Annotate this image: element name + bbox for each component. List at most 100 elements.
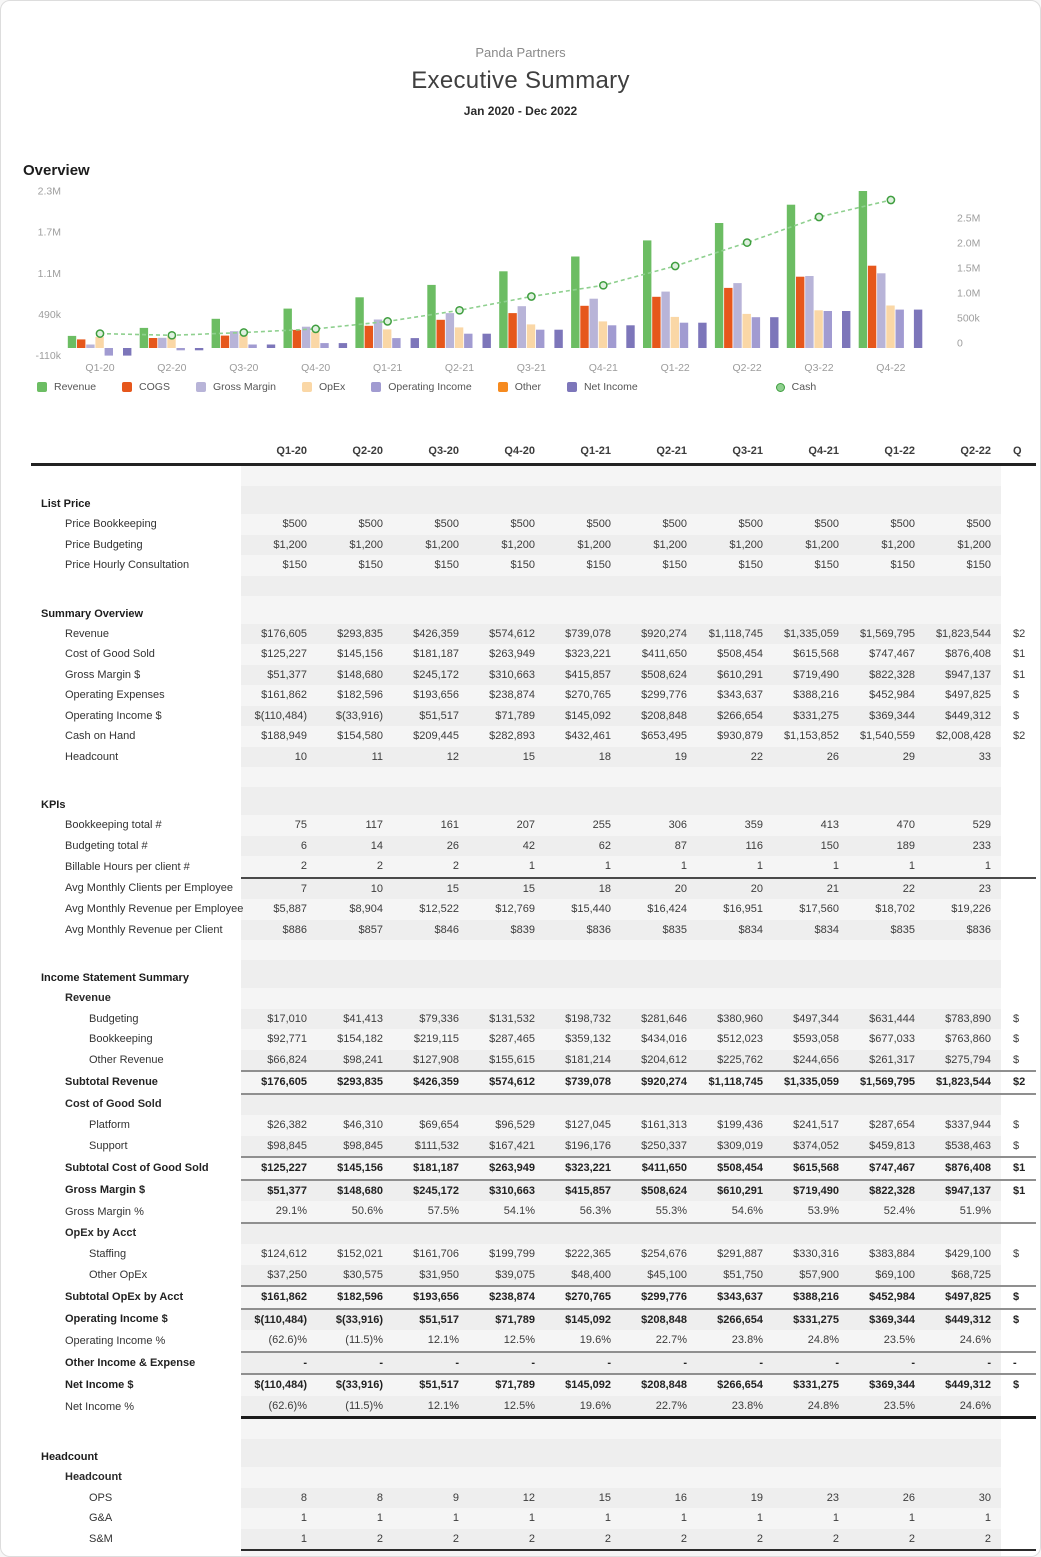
cell: $1,569,795 <box>849 623 925 644</box>
cell <box>545 575 621 596</box>
cell: $331,275 <box>773 705 849 726</box>
cell: $369,344 <box>849 705 925 726</box>
bar-gross-margin <box>445 313 455 348</box>
cell: 306 <box>621 815 697 836</box>
bar-gross-margin <box>86 344 95 348</box>
cell: $337,944 <box>925 1115 1001 1136</box>
cell: $1,335,059 <box>773 623 849 644</box>
bar-cogs <box>364 325 373 348</box>
cell <box>697 575 773 596</box>
cell: $244,656 <box>773 1049 849 1071</box>
cell: $835 <box>621 919 697 940</box>
column-header: Q2-21 <box>621 431 697 466</box>
row-label: Operating Income $ <box>65 709 162 722</box>
cell-partial <box>1001 534 1036 555</box>
table-row: Price Bookkeeping $500 $500 $500 $500 $500 $50… <box>31 514 1036 535</box>
cell: $181,187 <box>393 1156 469 1181</box>
cell: 18 <box>545 746 621 767</box>
cell: - <box>697 1351 773 1375</box>
axis-label: -110k <box>36 350 62 362</box>
cell: $323,221 <box>545 644 621 665</box>
cell <box>925 464 1001 486</box>
row-label: Cash on Hand <box>65 730 136 743</box>
axis-label: 2.5M <box>957 213 980 225</box>
cell: $19,226 <box>925 899 1001 920</box>
cell-partial <box>1001 1201 1036 1224</box>
bar-operating-income <box>248 344 257 348</box>
section-title-row: Summary Overview <box>31 595 1036 624</box>
cell <box>545 595 621 624</box>
cell: - <box>621 1351 697 1375</box>
cell: $293,835 <box>317 623 393 644</box>
cell: (11.5)% <box>317 1395 393 1419</box>
cell <box>621 575 697 596</box>
bar-opex <box>670 316 679 348</box>
cell <box>317 1467 393 1488</box>
table-row: Revenue <box>31 988 1036 1009</box>
cell <box>545 1439 621 1467</box>
bar-opex <box>239 334 248 348</box>
cell: $266,654 <box>697 705 773 726</box>
cell: 1 <box>241 1528 317 1550</box>
cell: 2 <box>697 1528 773 1550</box>
legend-label: COGS <box>139 381 170 393</box>
cell: 19.6% <box>545 1330 621 1353</box>
cell <box>393 1093 469 1115</box>
cell: $834 <box>773 919 849 940</box>
cell: 52.4% <box>849 1201 925 1224</box>
cell: 2 <box>241 856 317 879</box>
legend-item-cash: Cash <box>775 381 816 393</box>
cell: 1 <box>545 856 621 879</box>
cell: 359 <box>697 815 773 836</box>
cell-partial <box>1001 767 1036 787</box>
cell-partial <box>1001 1264 1036 1286</box>
cell: 2 <box>621 1528 697 1550</box>
cell: $254,676 <box>621 1244 697 1265</box>
legend-item-gross-margin: Gross Margin <box>195 381 276 393</box>
bar-opex <box>598 321 608 348</box>
cell: 2 <box>925 1528 1001 1550</box>
cell-partial: - <box>1001 1351 1036 1375</box>
cell: $426,359 <box>393 1070 469 1095</box>
cash-marker <box>598 280 608 290</box>
legend-item-other: Other <box>497 381 541 393</box>
bar-operating-income <box>392 338 401 348</box>
row-label: Support <box>89 1140 128 1153</box>
row-label: Subtotal OpEx by Acct <box>65 1291 184 1304</box>
cell: $17,560 <box>773 899 849 920</box>
cell: $835 <box>849 919 925 940</box>
row-label: Operating Expenses <box>65 689 165 702</box>
cell: $1,200 <box>925 534 1001 555</box>
cell: $98,845 <box>241 1135 317 1157</box>
cell: $615,568 <box>773 1156 849 1181</box>
cell: $380,960 <box>697 1008 773 1029</box>
cell: $497,825 <box>925 685 1001 706</box>
cell: 1 <box>545 1508 621 1529</box>
cell <box>469 1439 545 1467</box>
cell <box>773 1093 849 1115</box>
cell: 2 <box>393 856 469 879</box>
row-label: Net Income $ <box>65 1378 134 1391</box>
cell: $1,823,544 <box>925 623 1001 644</box>
cell <box>545 960 621 988</box>
cell <box>393 464 469 486</box>
cell <box>393 940 469 960</box>
cell: 8 <box>317 1487 393 1508</box>
cell: $198,732 <box>545 1008 621 1029</box>
axis-label: Q1-20 <box>85 362 114 374</box>
cell: $111,532 <box>393 1135 469 1157</box>
cell <box>241 1439 317 1467</box>
chart-legend: Revenue COGS Gross Margin OpEx Operating Inc… <box>37 381 1040 393</box>
legend-swatch <box>301 382 312 392</box>
cell: 2 <box>393 1528 469 1550</box>
cell: 255 <box>545 815 621 836</box>
axis-label: Q2-22 <box>733 362 762 374</box>
bar-operating-income <box>823 311 832 348</box>
row-label: Gross Margin $ <box>65 668 141 681</box>
table-row: Billable Hours per client #2 2 2 1 1 1 1 1 1 1 <box>31 856 1036 879</box>
cell: $69,100 <box>849 1264 925 1286</box>
cell <box>621 940 697 960</box>
cell: 15 <box>545 1487 621 1508</box>
cell <box>925 1417 1001 1439</box>
